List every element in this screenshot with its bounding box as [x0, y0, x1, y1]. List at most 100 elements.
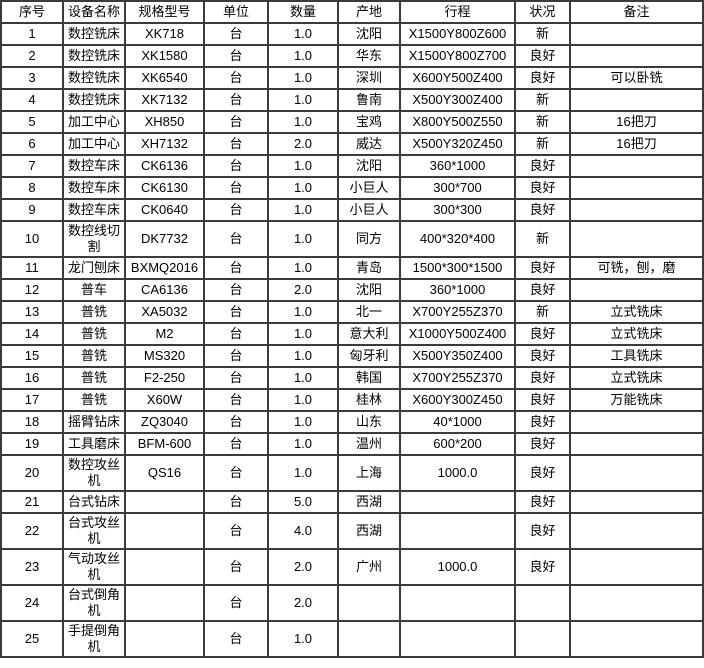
- table-cell: [569, 88, 704, 112]
- table-cell: 良好: [514, 278, 571, 302]
- table-cell: 普铣: [62, 366, 126, 390]
- table-cell: 1.0: [267, 66, 339, 90]
- table-cell: 台: [203, 410, 269, 434]
- table-cell: 1.0: [267, 388, 339, 412]
- table-cell: X700Y255Z370: [399, 366, 516, 390]
- table-cell: 小巨人: [337, 198, 401, 222]
- table-cell: 台式攻丝机: [62, 512, 126, 550]
- table-cell: [569, 220, 704, 258]
- table-cell: 台: [203, 388, 269, 412]
- table-row: 20 数控攻丝机 QS16 台 1.0 上海 1000.0 良好: [0, 454, 704, 492]
- table-cell: [399, 490, 516, 514]
- table-cell: 万能铣床: [569, 388, 704, 412]
- table-cell: 数控车床: [62, 198, 126, 222]
- table-cell: 良好: [514, 256, 571, 280]
- table-cell: 台: [203, 44, 269, 68]
- table-cell: 台: [203, 66, 269, 90]
- table-cell: 青岛: [337, 256, 401, 280]
- table-cell: 20: [0, 454, 64, 492]
- table-cell: 立式铣床: [569, 300, 704, 324]
- table-cell: 数控铣床: [62, 88, 126, 112]
- table-cell: 12: [0, 278, 64, 302]
- column-header-origin: 产地: [337, 0, 401, 24]
- table-cell: 台: [203, 278, 269, 302]
- table-cell: 2.0: [267, 548, 339, 586]
- table-cell: 台: [203, 366, 269, 390]
- table-cell: 10: [0, 220, 64, 258]
- table-cell: 台: [203, 512, 269, 550]
- table-row: 18 摇臂钻床 ZQ3040 台 1.0 山东 40*1000 良好: [0, 410, 704, 434]
- table-row: 11 龙门刨床 BXMQ2016 台 1.0 青岛 1500*300*1500 良好 可铣，刨，…: [0, 256, 704, 280]
- table-cell: 沈阳: [337, 22, 401, 46]
- table-cell: [337, 584, 401, 622]
- table-cell: 1.0: [267, 110, 339, 134]
- table-cell: 意大利: [337, 322, 401, 346]
- table-cell: 1000.0: [399, 548, 516, 586]
- table-cell: 新: [514, 300, 571, 324]
- table-cell: 可铣，刨，磨: [569, 256, 704, 280]
- table-cell: 5: [0, 110, 64, 134]
- table-cell: [569, 22, 704, 46]
- table-cell: [569, 278, 704, 302]
- table-cell: 鲁南: [337, 88, 401, 112]
- column-header-condition: 状况: [514, 0, 571, 24]
- table-row: 2 数控铣床 XK1580 台 1.0 华东 X1500Y800Z700 良好: [0, 44, 704, 68]
- table-cell: [569, 584, 704, 622]
- table-cell: 加工中心: [62, 110, 126, 134]
- table-row: 9 数控车床 CK0640 台 1.0 小巨人 300*300 良好: [0, 198, 704, 222]
- table-cell: MS320: [124, 344, 205, 368]
- table-cell: 16: [0, 366, 64, 390]
- table-cell: BXMQ2016: [124, 256, 205, 280]
- table-cell: 良好: [514, 366, 571, 390]
- table-cell: 良好: [514, 548, 571, 586]
- table-row: 12 普车 CA6136 台 2.0 沈阳 360*1000 良好: [0, 278, 704, 302]
- table-cell: 普铣: [62, 300, 126, 324]
- table-cell: [399, 584, 516, 622]
- table-row: 22 台式攻丝机 台 4.0 西湖 良好: [0, 512, 704, 550]
- table-cell: 山东: [337, 410, 401, 434]
- table-cell: 6: [0, 132, 64, 156]
- table-cell: 良好: [514, 512, 571, 550]
- table-cell: X60W: [124, 388, 205, 412]
- table-row: 24 台式倒角机 台 2.0: [0, 584, 704, 622]
- table-cell: 普铣: [62, 388, 126, 412]
- table-cell: 宝鸡: [337, 110, 401, 134]
- table-cell: 良好: [514, 154, 571, 178]
- table-cell: 24: [0, 584, 64, 622]
- table-cell: 台: [203, 154, 269, 178]
- table-cell: 可以卧铣: [569, 66, 704, 90]
- table-cell: 良好: [514, 44, 571, 68]
- table-cell: 西湖: [337, 512, 401, 550]
- table-cell: 14: [0, 322, 64, 346]
- table-cell: 1.0: [267, 620, 339, 658]
- table-cell: 沈阳: [337, 154, 401, 178]
- column-header-quantity: 数量: [267, 0, 339, 24]
- table-cell: 数控铣床: [62, 22, 126, 46]
- table-cell: 台: [203, 132, 269, 156]
- table-cell: 300*300: [399, 198, 516, 222]
- table-cell: 1.0: [267, 22, 339, 46]
- table-header-row: 序号 设备名称 规格型号 单位 数量 产地 行程 状况 备注: [0, 0, 704, 24]
- table-cell: [514, 584, 571, 622]
- table-cell: 16把刀: [569, 110, 704, 134]
- column-header-no: 序号: [0, 0, 64, 24]
- table-cell: 1.0: [267, 432, 339, 456]
- table-cell: 台: [203, 110, 269, 134]
- table-cell: 台式钻床: [62, 490, 126, 514]
- table-cell: X700Y255Z370: [399, 300, 516, 324]
- table-cell: CK0640: [124, 198, 205, 222]
- table-cell: 19: [0, 432, 64, 456]
- table-cell: 北一: [337, 300, 401, 324]
- table-row: 6 加工中心 XH7132 台 2.0 威达 X500Y320Z450 新 16把刀: [0, 132, 704, 156]
- table-row: 17 普铣 X60W 台 1.0 桂林 X600Y300Z450 良好 万能铣床: [0, 388, 704, 412]
- table-cell: 台: [203, 88, 269, 112]
- table-cell: M2: [124, 322, 205, 346]
- table-row: 15 普铣 MS320 台 1.0 匈牙利 X500Y350Z400 良好 工具铣床: [0, 344, 704, 368]
- table-cell: 同方: [337, 220, 401, 258]
- table-cell: 台: [203, 584, 269, 622]
- table-cell: 工具铣床: [569, 344, 704, 368]
- table-cell: 1.0: [267, 366, 339, 390]
- table-cell: [569, 198, 704, 222]
- table-cell: 台: [203, 454, 269, 492]
- table-cell: [569, 512, 704, 550]
